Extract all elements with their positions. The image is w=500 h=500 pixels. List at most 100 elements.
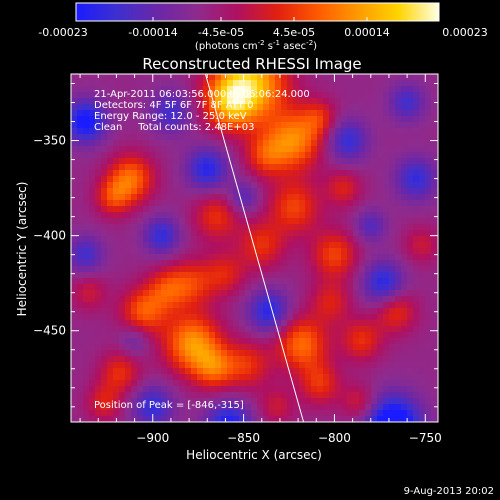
heatmap-cell [431, 392, 438, 399]
heatmap-cell [383, 380, 390, 387]
heatmap-cell [179, 230, 186, 237]
heatmap-cell [185, 326, 192, 333]
heatmap-cell [329, 194, 336, 201]
heatmap-cell [251, 224, 258, 231]
heatmap-cell [215, 92, 222, 99]
heatmap-cell [341, 380, 348, 387]
heatmap-cell [281, 314, 288, 321]
heatmap-cell [221, 380, 228, 387]
heatmap-cell [221, 272, 228, 279]
heatmap-cell [143, 92, 150, 99]
heatmap-cell [185, 224, 192, 231]
heatmap-cell [401, 152, 408, 159]
heatmap-cell [395, 332, 402, 339]
heatmap-cell [191, 104, 198, 111]
heatmap-cell [197, 290, 204, 297]
heatmap-cell [221, 98, 228, 105]
heatmap-cell [125, 182, 132, 189]
heatmap-cell [101, 302, 108, 309]
heatmap-cell [401, 116, 408, 123]
heatmap-cell [401, 230, 408, 237]
heatmap-cell [299, 212, 306, 219]
heatmap-cell [209, 338, 216, 345]
heatmap-cell [371, 302, 378, 309]
heatmap-cell [119, 260, 126, 267]
heatmap-cell [329, 248, 336, 255]
heatmap-cell [215, 158, 222, 165]
heatmap-cell [191, 146, 198, 153]
heatmap-cell [155, 416, 162, 422]
heatmap-cell [341, 80, 348, 87]
heatmap-cell [197, 176, 204, 183]
heatmap-cell [281, 128, 288, 135]
heatmap-cell [83, 326, 90, 333]
heatmap-cell [107, 410, 114, 417]
heatmap-cell [221, 362, 228, 369]
heatmap-cell [353, 74, 360, 81]
heatmap-cell [137, 200, 144, 207]
heatmap-cell [101, 140, 108, 147]
heatmap-cell [359, 266, 366, 273]
heatmap-cell [119, 104, 126, 111]
x-tick-label: −850 [227, 431, 260, 445]
heatmap-cell [365, 392, 372, 399]
heatmap-cell [209, 266, 216, 273]
heatmap-cell [113, 158, 120, 165]
heatmap-cell [407, 152, 414, 159]
heatmap-cell [71, 236, 78, 243]
heatmap-cell [161, 374, 168, 381]
heatmap-cell [257, 296, 264, 303]
heatmap-cell [161, 314, 168, 321]
heatmap-cell [233, 416, 240, 422]
heatmap-cell [263, 134, 270, 141]
heatmap-cell [227, 284, 234, 291]
heatmap-cell [287, 272, 294, 279]
heatmap-cell [95, 170, 102, 177]
heatmap-cell [311, 224, 318, 231]
heatmap-cell [197, 164, 204, 171]
heatmap-cell [215, 266, 222, 273]
y-tick-label: −400 [33, 229, 66, 243]
heatmap-cell [215, 260, 222, 267]
heatmap-cell [209, 272, 216, 279]
heatmap-cell [161, 290, 168, 297]
heatmap-cell [233, 182, 240, 189]
heatmap-cell [341, 266, 348, 273]
heatmap-cell [263, 152, 270, 159]
heatmap-cell [365, 80, 372, 87]
heatmap-cell [257, 86, 264, 93]
heatmap-cell [329, 290, 336, 297]
heatmap-cell [275, 290, 282, 297]
heatmap-cell [107, 266, 114, 273]
heatmap-cell [119, 254, 126, 261]
heatmap-cell [89, 260, 96, 267]
heatmap-cell [197, 128, 204, 135]
heatmap-cell [107, 272, 114, 279]
heatmap-cell [371, 350, 378, 357]
heatmap-cell [419, 284, 426, 291]
heatmap-cell [395, 230, 402, 237]
heatmap-cell [281, 332, 288, 339]
heatmap-cell [101, 224, 108, 231]
heatmap-cell [401, 374, 408, 381]
heatmap-cell [155, 248, 162, 255]
heatmap-cell [251, 194, 258, 201]
heatmap-cell [245, 368, 252, 375]
heatmap-cell [173, 302, 180, 309]
heatmap-cell [281, 242, 288, 249]
heatmap-cell [191, 134, 198, 141]
heatmap-cell [137, 122, 144, 129]
heatmap-cell [257, 140, 264, 147]
heatmap-cell [101, 260, 108, 267]
heatmap-cell [203, 362, 210, 369]
heatmap-cell [239, 296, 246, 303]
heatmap-cell [257, 170, 264, 177]
heatmap-cell [371, 260, 378, 267]
heatmap-cell [407, 92, 414, 99]
heatmap-cell [419, 224, 426, 231]
heatmap-cell [323, 110, 330, 117]
heatmap-cell [383, 74, 390, 81]
heatmap-cell [323, 350, 330, 357]
heatmap-cell [191, 308, 198, 315]
heatmap-cell [371, 332, 378, 339]
